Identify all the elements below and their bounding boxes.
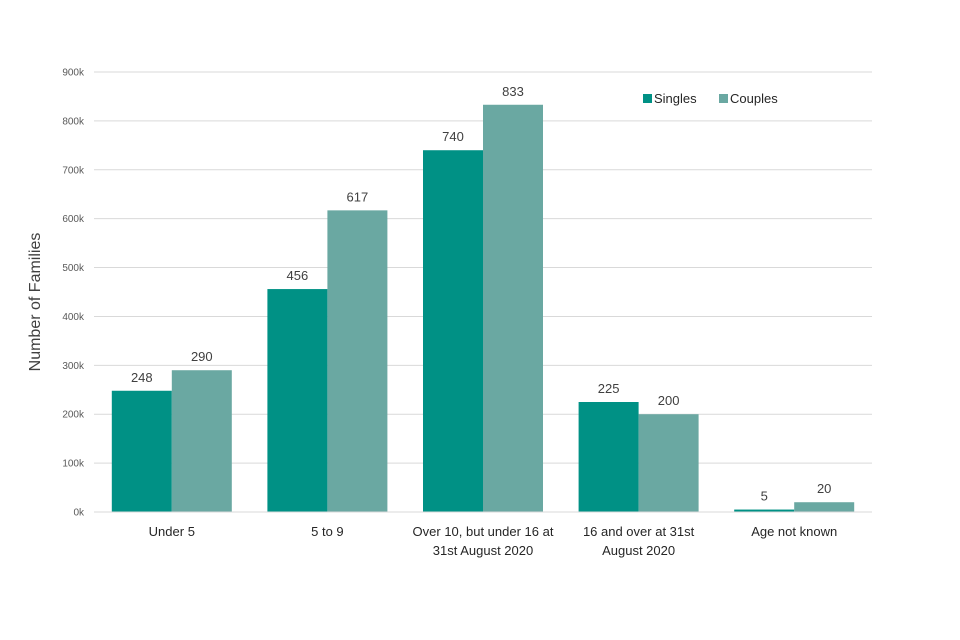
- bar-couples: [794, 502, 855, 512]
- data-label-singles: 225: [598, 381, 620, 396]
- data-label-singles: 5: [761, 489, 768, 504]
- bar-singles: [267, 289, 328, 512]
- x-tick-label: Age not known: [751, 524, 837, 539]
- y-tick-label: 700k: [62, 165, 85, 176]
- bar-singles: [111, 390, 172, 512]
- legend-label-singles: Singles: [654, 91, 697, 106]
- x-tick-label: 16 and over at 31st: [583, 524, 695, 539]
- data-label-singles: 456: [287, 268, 309, 283]
- legend: Singles Couples: [643, 91, 778, 106]
- y-tick-label: 0k: [73, 508, 85, 519]
- bar-singles: [734, 509, 795, 512]
- x-tick-label: 5 to 9: [311, 524, 344, 539]
- y-tick-label: 600k: [62, 214, 85, 225]
- data-label-couples: 290: [191, 349, 213, 364]
- data-label-couples: 20: [817, 481, 831, 496]
- bar-couples: [327, 210, 388, 512]
- data-label-couples: 200: [658, 393, 680, 408]
- y-axis-title: Number of Families: [27, 233, 44, 372]
- bar-couples: [171, 370, 232, 512]
- bar-singles: [578, 402, 639, 512]
- x-tick-label: 31st August 2020: [433, 543, 533, 558]
- data-label-singles: 248: [131, 370, 153, 385]
- data-label-couples: 833: [502, 84, 524, 99]
- x-tick-label: Under 5: [149, 524, 195, 539]
- y-tick-label: 800k: [62, 116, 85, 127]
- y-axis-ticks: 0k 100k 200k 300k 400k 500k 600k 700k 800k 900k: [62, 68, 85, 519]
- x-tick-label: August 2020: [602, 543, 675, 558]
- bar-couples: [483, 104, 543, 512]
- x-axis-ticks: Under 5 5 to 9 Over 10, but under 16 at 31s…: [149, 524, 838, 558]
- y-tick-label: 400k: [62, 312, 85, 323]
- bar-singles: [423, 150, 483, 512]
- y-tick-label: 900k: [62, 68, 85, 79]
- data-label-couples: 617: [347, 189, 369, 204]
- data-labels: 248 290 456 617 740 833 225 200 5 20: [131, 84, 831, 504]
- data-label-singles: 740: [442, 129, 464, 144]
- x-tick-label: Over 10, but under 16 at: [413, 524, 554, 539]
- legend-label-couples: Couples: [730, 91, 778, 106]
- bar-couples: [638, 414, 699, 512]
- legend-swatch-couples: [719, 94, 728, 103]
- y-tick-label: 200k: [62, 410, 85, 421]
- bars: [111, 104, 855, 512]
- y-tick-label: 100k: [62, 459, 85, 470]
- legend-swatch-singles: [643, 94, 652, 103]
- y-tick-label: 500k: [62, 263, 85, 274]
- y-tick-label: 300k: [62, 361, 85, 372]
